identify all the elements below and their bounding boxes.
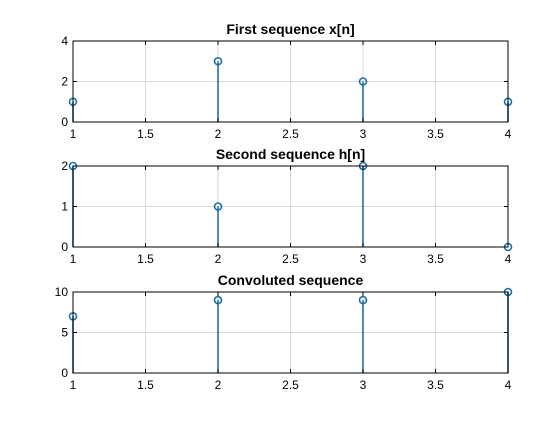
- x-tick-label: 1: [70, 252, 77, 266]
- x-tick-label: 3.5: [427, 127, 444, 141]
- x-tick-label: 4: [505, 127, 512, 141]
- x-tick-label: 3: [360, 252, 367, 266]
- y-tick-label: 0: [61, 115, 68, 129]
- subplot-title: First sequence x[n]: [226, 21, 354, 37]
- x-tick-label: 2: [215, 378, 222, 392]
- stem-marker: [358, 77, 368, 86]
- y-tick-label: 10: [55, 285, 69, 299]
- y-tick-label: 2: [61, 159, 68, 173]
- y-tick-label: 1: [61, 200, 68, 214]
- stem-marker: [213, 56, 223, 66]
- subplot-title: Convoluted sequence: [218, 272, 364, 288]
- x-tick-label: 2.5: [282, 378, 299, 392]
- x-tick-label: 3.5: [427, 378, 444, 392]
- x-tick-label: 1: [70, 127, 77, 141]
- y-tick-label: 0: [61, 366, 68, 380]
- x-tick-label: 2: [215, 127, 222, 141]
- x-tick-label: 1.5: [137, 252, 154, 266]
- x-tick-label: 1: [70, 378, 77, 392]
- x-tick-label: 3: [360, 378, 367, 392]
- subplot-3: 1 1.5 2 2.5 3 3.5 4 0 5 10 Convoluted sequence: [55, 272, 513, 392]
- x-tick-label: 1.5: [137, 127, 154, 141]
- stem-marker: [358, 295, 368, 305]
- y-tick-label: 2: [61, 75, 68, 89]
- x-tick-label: 4: [505, 252, 512, 266]
- subplot-1: 1 1.5 2 2.5 3 3.5 4 0 2 4 First sequence x[n]: [61, 21, 513, 141]
- y-tick-label: 4: [61, 34, 68, 48]
- stem-marker: [213, 202, 223, 211]
- x-tick-label: 3.5: [427, 252, 444, 266]
- x-tick-label: 4: [505, 378, 512, 392]
- y-tick-label: 5: [61, 326, 68, 340]
- stem-marker: [213, 295, 223, 305]
- y-tick-label: 0: [61, 240, 68, 254]
- x-tick-label: 1.5: [137, 378, 154, 392]
- x-tick-label: 2.5: [282, 252, 299, 266]
- x-tick-label: 2: [215, 252, 222, 266]
- x-tick-label: 2.5: [282, 127, 299, 141]
- subplot-title: Second sequence h[n]: [216, 146, 365, 162]
- x-tick-label: 3: [360, 127, 367, 141]
